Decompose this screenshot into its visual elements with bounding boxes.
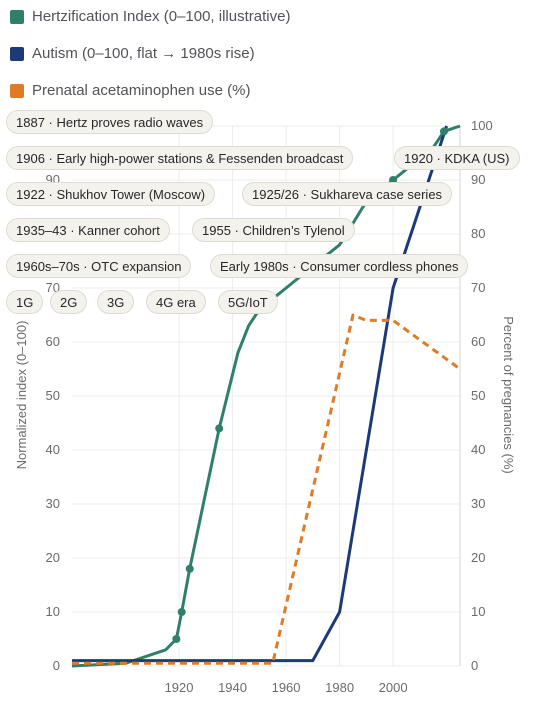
legend-swatch-acetaminophen (10, 83, 24, 98)
x-tick-label: 1980 (325, 680, 354, 695)
y2-tick-label: 10 (471, 604, 485, 619)
milestone-chip: 1G (6, 290, 44, 314)
legend-label: Hertzification Index (0–100, illustrativ… (32, 8, 291, 25)
y2-tick-label: 100 (471, 118, 493, 133)
data-point (439, 127, 448, 136)
y-tick-label: 0 (53, 658, 60, 673)
x-tick-label: 1940 (218, 680, 247, 695)
milestone-chip: 3G (97, 290, 135, 314)
y2-tick-label: 0 (471, 658, 478, 673)
data-point (172, 635, 181, 643)
y2-tick-label: 60 (471, 334, 485, 349)
y-tick-label: 40 (46, 442, 60, 457)
milestone-chip: 1935–43 · Kanner cohort (6, 218, 170, 242)
legend-swatch-autism (10, 46, 24, 61)
grid-lines (72, 125, 460, 667)
y-tick-label: 10 (46, 604, 60, 619)
milestone-chip: 5G/IoT (218, 290, 278, 314)
y2-tick-label: 30 (471, 496, 485, 511)
milestone-chip: 1906 · Early high-power stations & Fesse… (6, 146, 354, 170)
milestone-chip: 1925/26 · Sukhareva case series (242, 182, 453, 206)
data-point (177, 608, 186, 616)
milestone-chip: 1922 · Shukhov Tower (Moscow) (6, 182, 216, 206)
y2-tick-label: 90 (471, 172, 485, 187)
y-axis-label: Normalized index (0–100) (14, 321, 29, 470)
legend-item-acetaminophen[interactable]: Prenatal acetaminophen use (%) (10, 82, 250, 99)
x-tick-label: 1960 (272, 680, 301, 695)
y-tick-label: 50 (46, 388, 60, 403)
legend-item-autism[interactable]: Autism (0–100, flat → 1980s rise) (10, 45, 255, 62)
milestone-chip: 1960s–70s · OTC expansion (6, 254, 192, 278)
y-tick-label: 60 (46, 334, 60, 349)
data-point (215, 424, 224, 433)
milestone-chip: 2G (50, 290, 88, 314)
milestone-chip: 4G era (146, 290, 206, 314)
y2-tick-label: 70 (471, 280, 485, 295)
milestone-chip: Early 1980s · Consumer cordless phones (210, 254, 469, 278)
legend-item-hertzification[interactable]: Hertzification Index (0–100, illustrativ… (10, 8, 290, 25)
legend-label: Prenatal acetaminophen use (%) (32, 82, 251, 99)
y2-tick-label: 50 (471, 388, 485, 403)
milestone-chip: 1955 · Children’s Tylenol (192, 218, 355, 242)
y-tick-label: 20 (46, 550, 60, 565)
legend-swatch-hertzification (10, 9, 24, 24)
milestone-chip: 1920 · KDKA (US) (394, 146, 520, 170)
legend-label: Autism (0–100, flat → 1980s rise) (32, 45, 255, 62)
series-line-2 (72, 313, 461, 665)
data-point (185, 564, 194, 573)
y2-axis-label: Percent of pregnancies (%) (501, 316, 516, 474)
y-tick-label: 30 (46, 496, 60, 511)
y2-tick-label: 20 (471, 550, 485, 565)
milestone-chip: 1887 · Hertz proves radio waves (6, 110, 214, 134)
y2-tick-label: 80 (471, 226, 485, 241)
y2-tick-label: 40 (471, 442, 485, 457)
x-tick-label: 2000 (379, 680, 408, 695)
x-tick-label: 1920 (165, 680, 194, 695)
